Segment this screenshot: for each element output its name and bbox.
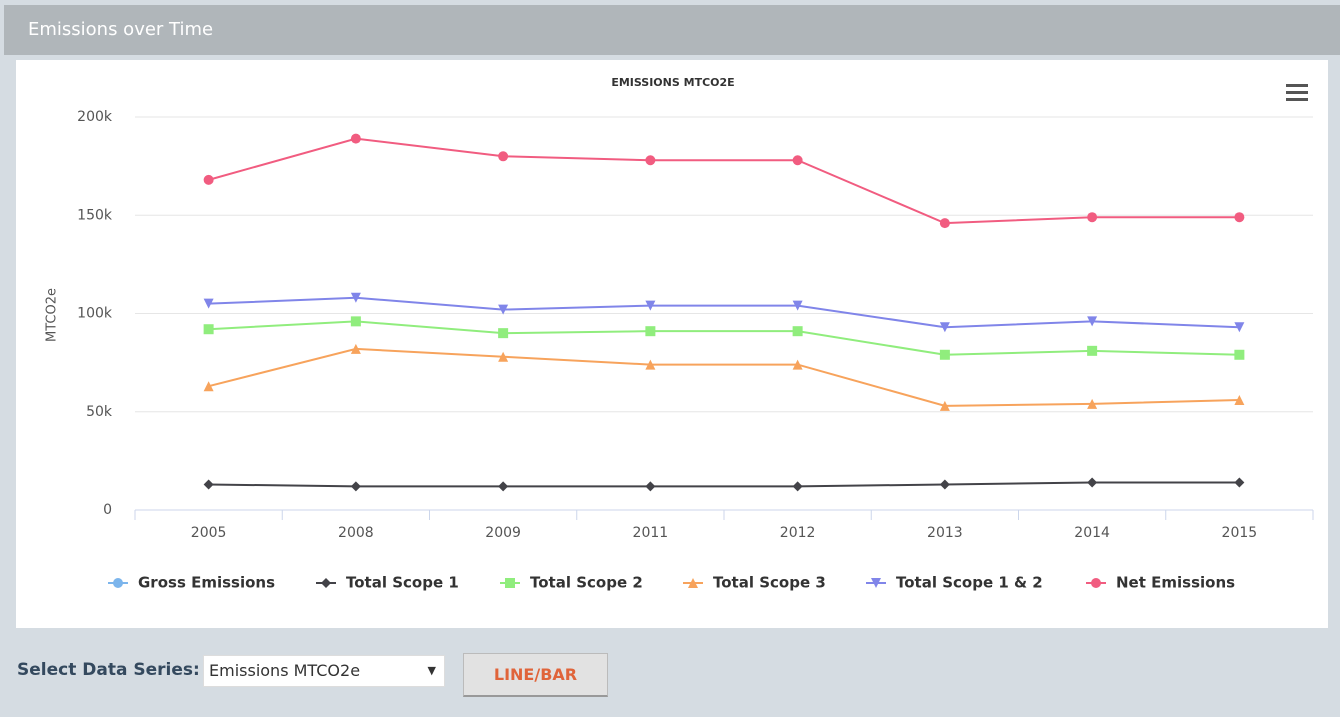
point [645,359,656,370]
legend-marker [505,578,515,588]
series-line [208,137,1240,225]
point [350,292,361,303]
x-tick-label: 2005 [191,525,227,541]
menu-button[interactable] [1286,84,1308,101]
point [792,359,803,370]
legend-item[interactable]: Gross Emissions [108,574,275,592]
point [645,326,656,337]
legend-marker [321,578,331,588]
series-select[interactable]: Emissions MTCO2e ▼ [203,655,445,687]
point [939,349,950,360]
point [1234,394,1245,405]
point [792,326,803,337]
legend-label: Gross Emissions [138,574,275,592]
legend-marker [688,578,698,588]
x-tick-label: 2008 [338,525,374,541]
point [645,481,656,492]
point [1087,345,1098,356]
select-value: Emissions MTCO2e [209,661,361,680]
point [792,481,803,492]
point [498,481,509,492]
series-line [208,296,1240,329]
x-tick-label: 2009 [485,525,521,541]
point [1234,349,1245,360]
legend-label: Total Scope 3 [713,574,826,592]
legend-label: Total Scope 1 & 2 [896,574,1043,592]
point [498,328,509,339]
legend-item[interactable]: Net Emissions [1086,574,1235,592]
point [1234,212,1245,223]
point [498,151,509,162]
point [203,174,214,185]
point [939,400,950,411]
panel-header: Emissions over Time [4,5,1340,55]
point [350,316,361,327]
point [792,300,803,311]
point [350,133,361,144]
point [1087,316,1098,327]
legend-item[interactable]: Total Scope 1 [316,574,459,592]
x-tick-label: 2014 [1074,525,1110,541]
point [1234,477,1245,488]
x-tick-label: 2015 [1222,525,1258,541]
line-bar-button[interactable]: LINE/BAR [463,653,608,697]
legend-label: Net Emissions [1116,574,1235,592]
legend-item[interactable]: Total Scope 3 [683,574,826,592]
point [1234,322,1245,333]
point [939,479,950,490]
series-line [208,481,1240,488]
chart-title: EMISSIONS MTCO2E [611,76,734,89]
point [350,343,361,354]
y-tick-label: 0 [103,502,112,518]
point [203,479,214,490]
y-axis-label: MTCO2e [45,288,60,342]
x-tick-label: 2013 [927,525,963,541]
legend-item[interactable]: Total Scope 2 [500,574,643,592]
point [203,324,214,335]
point [1087,212,1098,223]
chart: EMISSIONS MTCO2E MTCO2e 0 50k 100k 150k 200k… [45,76,1314,592]
series-label: Select Data Series: [17,660,200,680]
legend-label: Total Scope 1 [346,574,459,592]
point [1087,398,1098,409]
point [792,155,803,166]
point [498,351,509,362]
legend-label: Total Scope 2 [530,574,643,592]
y-tick-label: 50k [86,404,113,420]
point [939,322,950,333]
point [498,304,509,315]
chart-panel [16,60,1328,628]
y-tick-label: 200k [77,109,113,125]
point [350,481,361,492]
point [203,298,214,309]
x-tick-label: 2011 [633,525,669,541]
series-line [208,320,1240,356]
y-tick-label: 150k [77,207,113,223]
point [939,218,950,229]
legend-marker [871,578,881,588]
x-tick-label: 2012 [780,525,816,541]
point [645,155,656,166]
legend-marker [1091,578,1101,588]
point [1087,477,1098,488]
point [203,381,214,392]
y-tick-label: 100k [77,306,113,322]
series-line [208,347,1240,407]
legend-item[interactable]: Total Scope 1 & 2 [866,574,1043,592]
legend-marker [113,578,123,588]
point [645,300,656,311]
